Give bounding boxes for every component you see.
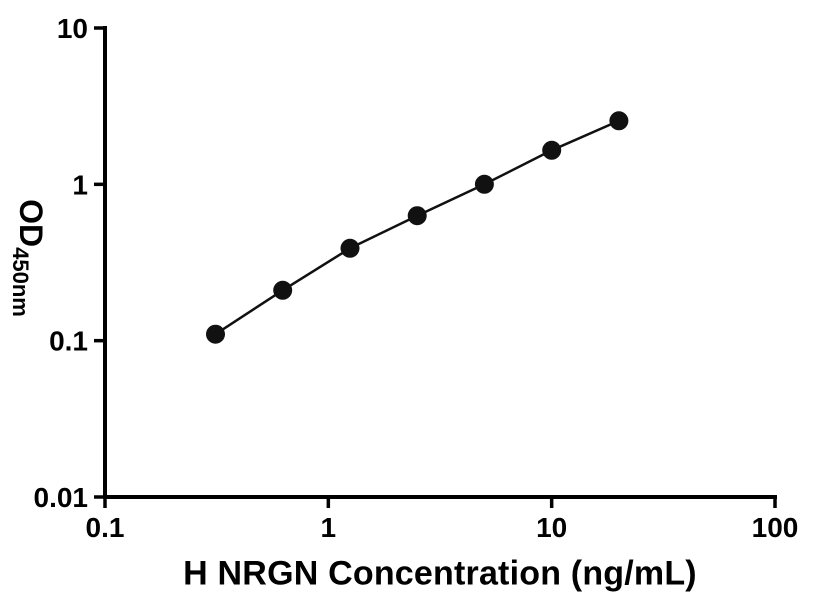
x-axis-tick-label: 100 <box>752 512 799 543</box>
data-point-marker <box>609 111 629 131</box>
y-axis-tick-label: 1 <box>72 169 88 200</box>
y-axis-tick-label: 0.1 <box>49 326 88 357</box>
data-point-marker <box>206 324 225 344</box>
y-axis-title-main: OD <box>13 199 50 248</box>
x-axis-tick-label: 1 <box>321 512 337 543</box>
axes-spines <box>103 26 777 499</box>
data-point-marker <box>340 238 360 258</box>
x-axis-title: H NRGN Concentration (ng/mL) <box>183 554 697 593</box>
x-axis-tick-label: 10 <box>536 512 567 543</box>
y-axis-tick-label: 0.01 <box>34 482 89 513</box>
x-axis-tick-label: 0.1 <box>86 512 125 543</box>
data-point-marker <box>407 206 427 226</box>
data-point-marker <box>273 280 293 300</box>
data-point-marker <box>474 174 494 194</box>
y-axis-title: OD450nm <box>7 199 49 317</box>
data-point-marker <box>542 140 562 160</box>
y-axis-tick-label: 10 <box>57 13 88 44</box>
y-axis-title-subscript: 450nm <box>7 247 33 317</box>
